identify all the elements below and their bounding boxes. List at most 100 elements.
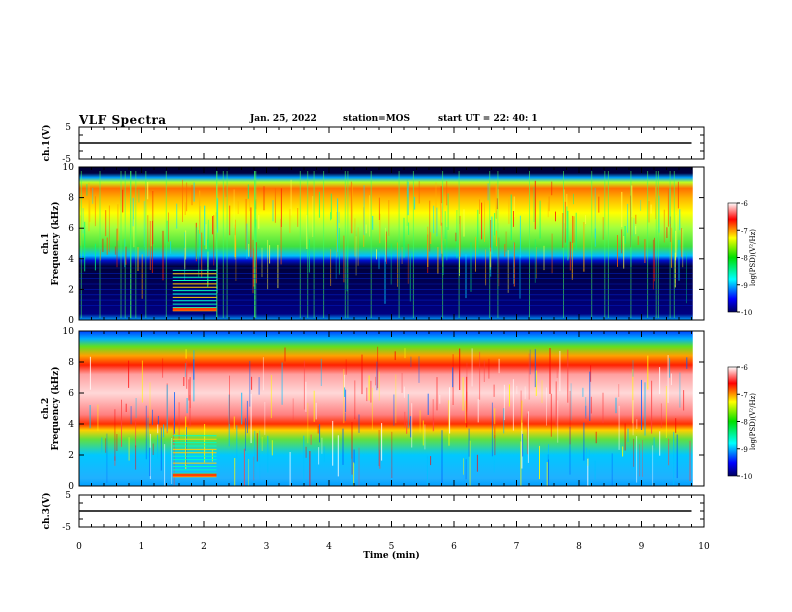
spectrogram-texture-stripe [430,456,432,466]
spectrogram-spike [254,171,256,318]
spectrogram-texture-stripe [444,211,446,239]
spectrogram-texture-stripe [86,184,88,196]
spectrogram-texture-stripe [462,377,464,411]
spectrogram-texture-stripe [274,188,276,223]
colorbar-tick-label: -7 [741,227,748,235]
spectrogram-texture-stripe [199,190,201,234]
spectrogram-texture-stripe [477,209,479,255]
y-tick-label: 10 [63,163,75,173]
spectrogram-texture-stripe [644,382,646,436]
spectrogram-texture-stripe [247,184,249,199]
spectrogram-texture-stripe [342,428,344,465]
spectrogram-texture-stripe [550,393,552,437]
spectrogram-texture-stripe [475,236,476,272]
x-tick-label: 3 [264,542,270,552]
spectrogram-texture-stripe [534,239,536,283]
spectrogram-spike [655,171,657,318]
spectrogram-texture-stripe [648,201,650,223]
spectrogram-texture-stripe [188,379,190,401]
spectrogram-texture-stripe [430,232,432,244]
x-tick-label: 7 [514,542,520,552]
spectrogram-texture-stripe [277,244,279,289]
spectrogram-texture-stripe [519,255,521,299]
spectrogram-texture-stripe [378,197,380,220]
spectrogram-texture-stripe [381,423,383,461]
spectrogram-texture-stripe [435,182,437,234]
spectrogram-texture-stripe [149,447,151,477]
spectrogram-spike [80,171,82,318]
spectrogram-texture-stripe [145,405,147,460]
spectrogram-texture-stripe [679,372,681,408]
spectrogram-texture-stripe [309,451,311,486]
spectrogram-texture-stripe [94,243,96,271]
spectrogram-texture-stripe [569,390,571,445]
spectrogram-texture-stripe [343,235,345,283]
spectrogram-texture-stripe [137,247,139,271]
spectrogram-spike [647,171,649,318]
spectrogram-texture-stripe [594,460,596,480]
y-tick-label: 5 [65,123,71,133]
spectrogram-texture-stripe [505,231,507,252]
spectrogram-texture-stripe [162,230,164,281]
spectrogram-texture-stripe [585,405,587,419]
spectrogram-texture-stripe [650,204,652,214]
spectrogram-texture-stripe [198,230,200,277]
spectrogram-texture-stripe [259,430,261,480]
spectrogram-spike [591,171,593,318]
spectrogram-spike [222,171,224,318]
spectrogram-spike [398,171,400,318]
spectrogram-texture-stripe [229,375,230,424]
spectrogram-texture-stripe [369,195,370,237]
spectrogram-texture-stripe [617,235,618,267]
spectrogram-texture-stripe [469,440,471,486]
spectrogram-texture-stripe [307,402,309,444]
spectrogram-texture-stripe [677,181,679,209]
spectrogram-texture-stripe [193,359,195,380]
spectrogram-texture-stripe [213,215,215,266]
spectrogram-texture-stripe [493,384,495,397]
spectrogram-texture-stripe [623,236,625,269]
spectrogram-texture-stripe [436,377,438,411]
spectrogram-texture-stripe [468,428,470,457]
spectrogram-texture-stripe [589,371,591,421]
spectrogram-texture-stripe [290,179,292,216]
spectrogram-texture-stripe [406,422,408,434]
spectrogram-texture-stripe [422,420,424,446]
spectrogram-texture-stripe [564,201,566,243]
spectrogram-texture-stripe [94,196,96,227]
spectrogram-texture-stripe [135,445,137,470]
spectrogram-texture-stripe [292,398,294,422]
y-axis-label: Frequency (kHz) [50,366,61,450]
spectrogram-texture-stripe [189,395,191,427]
spectrogram-texture-stripe [338,228,340,275]
spectrogram-spike [120,171,122,318]
spectrogram-texture-stripe [559,350,561,392]
spectrogram-spike [458,171,460,318]
spectrogram-texture-stripe [207,219,209,270]
spectrogram-texture-stripe [117,204,119,241]
spectrogram-texture-stripe [598,196,600,213]
spectrogram-texture-stripe [548,444,549,460]
spectrogram-texture-stripe [92,188,94,204]
spectrogram-texture-stripe [586,447,588,465]
interference-band [172,473,217,477]
spectrogram-texture-stripe [248,243,250,257]
spectrogram-texture-stripe [490,247,492,268]
spectrogram-texture-stripe [284,347,286,362]
spectrogram-texture-stripe [493,438,495,473]
spectrogram-spike [607,171,609,318]
spectrogram-texture-stripe [345,359,347,375]
spectrogram-texture-stripe [89,356,91,390]
spectrogram-texture-stripe [418,356,420,383]
x-tick-label: 4 [326,542,332,552]
spectrogram-texture-stripe [588,449,590,486]
spectrogram-texture-stripe [184,232,186,281]
spectrogram-texture-stripe [524,386,526,400]
spectrogram-texture-stripe [345,389,347,413]
spectrogram-texture-stripe [370,380,372,403]
spectrogram-texture-stripe [632,369,634,424]
spectrogram-texture-stripe [624,226,626,244]
spectrogram-texture-stripe [495,183,497,219]
spectrogram-texture-stripe [174,392,175,434]
